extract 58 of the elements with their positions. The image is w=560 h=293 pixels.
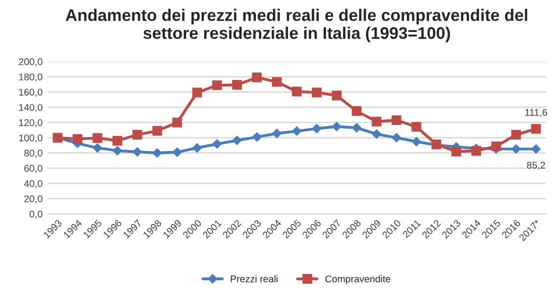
point bbox=[232, 80, 242, 90]
point bbox=[112, 146, 122, 156]
point bbox=[491, 141, 502, 152]
point bbox=[352, 123, 362, 132]
point bbox=[471, 146, 482, 156]
point bbox=[132, 147, 142, 157]
point bbox=[372, 116, 382, 126]
point bbox=[312, 88, 322, 98]
point bbox=[292, 86, 302, 96]
point bbox=[72, 134, 82, 144]
y-tick-label: 0,0 bbox=[30, 210, 42, 219]
point bbox=[372, 129, 382, 139]
y-tick-label: 20,0 bbox=[24, 195, 42, 204]
point bbox=[272, 77, 282, 87]
point bbox=[511, 144, 521, 154]
point bbox=[132, 130, 142, 140]
point bbox=[192, 88, 202, 98]
point bbox=[252, 132, 262, 142]
y-tick-label: 80,0 bbox=[24, 150, 42, 158]
point bbox=[172, 148, 182, 157]
point bbox=[511, 130, 521, 140]
point bbox=[152, 126, 162, 136]
y-tick-label: 120,0 bbox=[19, 119, 42, 128]
legend-label: Compravendite bbox=[325, 275, 390, 284]
point bbox=[392, 115, 402, 126]
point bbox=[451, 146, 462, 156]
point bbox=[212, 139, 222, 149]
point bbox=[252, 72, 262, 82]
point bbox=[412, 122, 422, 132]
point bbox=[292, 126, 302, 136]
point bbox=[531, 144, 541, 154]
point bbox=[92, 143, 102, 153]
point bbox=[531, 124, 541, 134]
y-tick-label: 200,0 bbox=[18, 58, 42, 66]
point bbox=[92, 133, 102, 143]
y-tick-label: 100,0 bbox=[19, 134, 42, 142]
point bbox=[332, 122, 342, 132]
point bbox=[412, 137, 422, 146]
point bbox=[152, 148, 162, 158]
y-tick-label: 180,0 bbox=[19, 74, 42, 82]
chart-title: Andamento dei prezzi medi reali e delle compravendite del settore residenziale in Italia (1993=100) bbox=[66, 8, 528, 42]
point bbox=[192, 143, 202, 153]
data-label: 111,6 bbox=[525, 108, 548, 117]
y-tick-label: 60,0 bbox=[24, 164, 42, 173]
point bbox=[112, 136, 122, 146]
data-label: 85,2 bbox=[526, 162, 546, 170]
legend-label: Prezzi reali bbox=[230, 275, 278, 282]
point bbox=[312, 124, 322, 134]
point bbox=[332, 90, 342, 100]
point bbox=[172, 118, 182, 128]
point bbox=[212, 80, 222, 90]
point bbox=[352, 106, 362, 116]
y-tick-label: 140,0 bbox=[19, 104, 42, 112]
y-tick-label: 40,0 bbox=[24, 180, 42, 188]
point bbox=[232, 136, 242, 145]
point bbox=[272, 128, 282, 138]
point bbox=[392, 133, 402, 142]
y-tick-label: 160,0 bbox=[19, 88, 42, 97]
